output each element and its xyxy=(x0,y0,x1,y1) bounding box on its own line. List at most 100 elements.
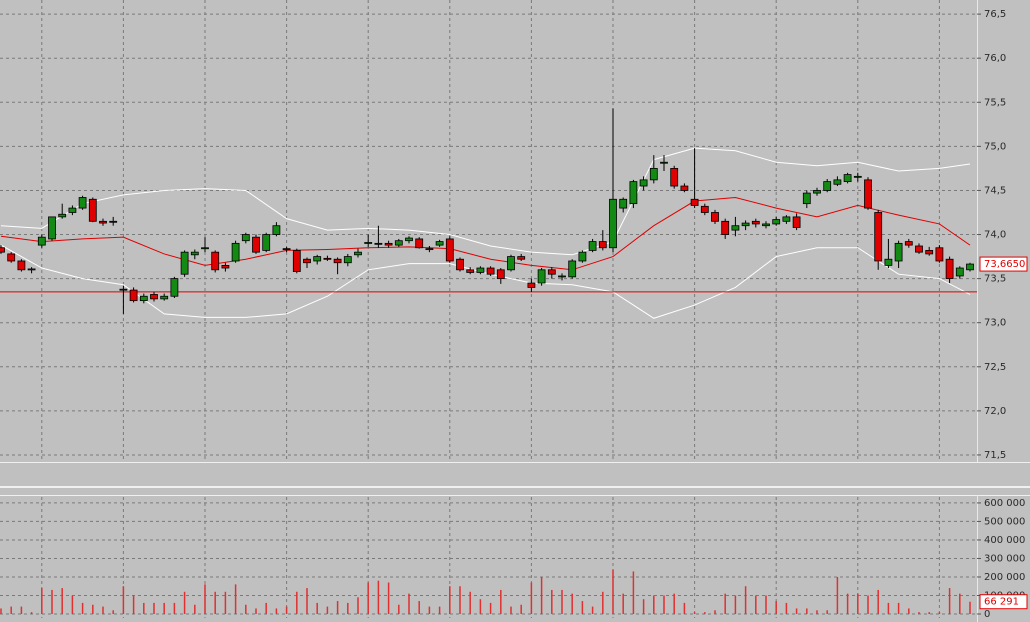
candle-body xyxy=(58,213,67,218)
candle-body xyxy=(813,190,821,194)
y-tick-label: 71,5 xyxy=(984,450,1006,461)
candle-body xyxy=(945,258,954,280)
candle-body xyxy=(496,269,505,280)
candle-body xyxy=(221,264,230,269)
candle-body xyxy=(0,247,5,253)
candle-body xyxy=(425,248,434,251)
candle-body xyxy=(262,234,271,251)
y-tick-label: 76,5 xyxy=(984,9,1006,20)
candle-body xyxy=(578,251,587,262)
candle-body xyxy=(476,267,485,273)
candle-body xyxy=(966,263,974,271)
candle-body xyxy=(27,268,36,271)
y-tick-label: 76,0 xyxy=(984,53,1006,64)
candle-body xyxy=(670,168,679,187)
candle-body xyxy=(762,223,770,227)
band-line xyxy=(0,147,971,256)
candle-body xyxy=(517,256,526,260)
candle-body xyxy=(241,234,250,242)
candle-body xyxy=(282,248,291,251)
candle-body xyxy=(690,198,699,206)
candle-body xyxy=(466,269,475,273)
y-tick-label: 74,0 xyxy=(984,230,1006,241)
candle-body xyxy=(405,237,413,242)
candle-body xyxy=(323,257,332,260)
candle-body xyxy=(649,168,658,181)
last-value-box xyxy=(979,256,1028,272)
last-value-label: 73,6650 xyxy=(984,259,1025,270)
candle-body xyxy=(843,174,852,183)
candle-body xyxy=(252,236,260,253)
candle-body xyxy=(313,256,322,262)
band-line xyxy=(0,196,971,271)
candle-body xyxy=(374,242,383,245)
candle-body xyxy=(619,198,628,209)
y-tick-label: 73,0 xyxy=(984,318,1006,329)
candle-body xyxy=(864,179,872,209)
y-tick-label: 600 000 xyxy=(984,498,1025,509)
candle-body xyxy=(874,212,883,262)
candle-body xyxy=(527,282,536,288)
candle-body xyxy=(231,242,240,262)
candle-body xyxy=(915,245,923,253)
candle-body xyxy=(37,236,46,246)
candle-body xyxy=(7,253,16,262)
candle-body xyxy=(456,258,464,271)
candle-body xyxy=(139,295,148,302)
candle-body xyxy=(721,220,730,235)
candle-body xyxy=(802,192,811,205)
candle-body xyxy=(955,267,964,277)
y-tick-label: 400 000 xyxy=(984,535,1025,546)
candle-body xyxy=(782,216,791,222)
y-tick-label: 73,5 xyxy=(984,274,1006,285)
y-tick-label: 72,5 xyxy=(984,362,1006,373)
candle-body xyxy=(833,179,842,185)
candle-body xyxy=(904,241,913,246)
candle-body xyxy=(537,269,546,284)
candle-body xyxy=(792,216,801,228)
candle-body xyxy=(109,220,118,223)
candle-body xyxy=(119,288,128,291)
last-value-box xyxy=(979,594,1028,610)
candle-body xyxy=(292,249,301,272)
candle-body xyxy=(629,181,638,205)
candle-body xyxy=(48,216,56,240)
y-tick-label: 200 000 xyxy=(984,572,1025,583)
candle-body xyxy=(588,241,597,251)
candle-body xyxy=(150,294,158,300)
candle-body xyxy=(547,269,556,275)
candle-body xyxy=(384,242,393,246)
candle-body xyxy=(394,240,403,246)
candle-body xyxy=(935,247,944,262)
candle-body xyxy=(415,238,424,249)
candle-body xyxy=(68,207,77,213)
candle-body xyxy=(445,238,454,262)
y-tick-label: 0 xyxy=(984,609,990,620)
candle-body xyxy=(751,220,760,225)
candle-body xyxy=(894,242,903,262)
candle-body xyxy=(486,267,495,275)
candle-body xyxy=(741,222,750,227)
candle-body xyxy=(639,179,648,187)
y-tick-label: 75,5 xyxy=(984,97,1006,108)
candle-body xyxy=(598,241,607,249)
last-value-label: 66 291 xyxy=(984,597,1019,608)
candle-body xyxy=(190,251,199,256)
y-tick-label: 300 000 xyxy=(984,553,1025,564)
candle-body xyxy=(180,251,189,275)
candle-body xyxy=(333,258,342,264)
candle-body xyxy=(303,258,311,264)
candle-body xyxy=(609,198,617,249)
candle-body xyxy=(354,251,362,256)
candle-body xyxy=(272,225,281,235)
candle-body xyxy=(700,205,709,213)
candle-body xyxy=(201,247,209,250)
candle-body xyxy=(364,242,373,244)
candle-body xyxy=(558,275,566,278)
candle-body xyxy=(568,260,577,278)
candle-body xyxy=(823,181,832,191)
candle-body xyxy=(853,175,862,178)
candle-body xyxy=(711,212,719,222)
